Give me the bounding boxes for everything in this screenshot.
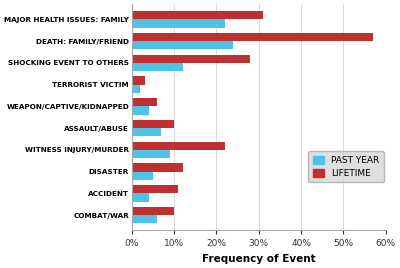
Bar bbox=[132, 41, 234, 49]
Bar bbox=[132, 85, 140, 93]
Bar bbox=[132, 76, 144, 85]
Bar bbox=[132, 120, 174, 128]
Bar bbox=[132, 33, 373, 41]
Bar bbox=[132, 163, 183, 172]
Bar bbox=[132, 63, 183, 71]
Bar bbox=[132, 172, 153, 180]
Bar bbox=[132, 207, 174, 215]
X-axis label: Frequency of Event: Frequency of Event bbox=[202, 254, 316, 264]
Bar bbox=[132, 185, 178, 193]
Bar bbox=[132, 150, 170, 158]
Bar bbox=[132, 106, 149, 115]
Bar bbox=[132, 55, 250, 63]
Bar bbox=[132, 215, 157, 223]
Bar bbox=[132, 128, 162, 136]
Bar bbox=[132, 98, 157, 106]
Legend: PAST YEAR, LIFETIME: PAST YEAR, LIFETIME bbox=[308, 151, 384, 183]
Bar bbox=[132, 142, 225, 150]
Bar bbox=[132, 19, 225, 28]
Bar bbox=[132, 11, 263, 19]
Bar bbox=[132, 193, 149, 202]
